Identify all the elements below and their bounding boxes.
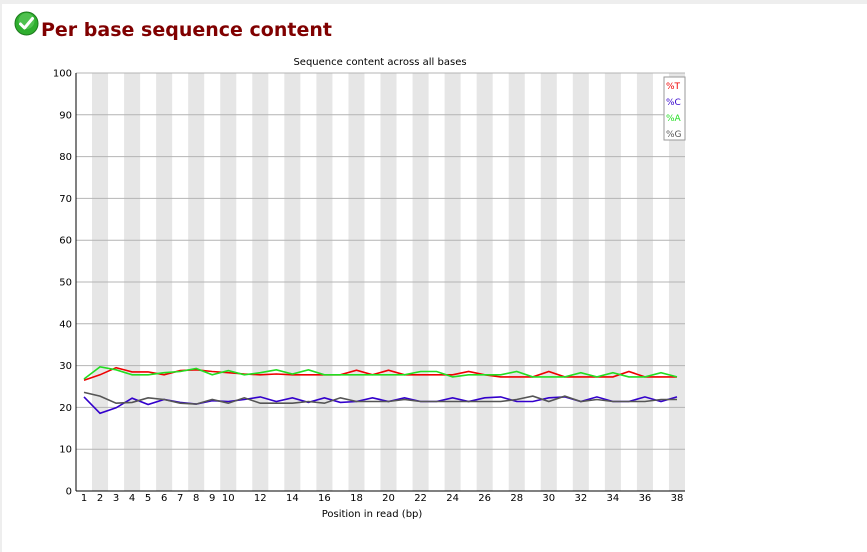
x-tick-label: 28 bbox=[510, 493, 523, 504]
chart-legend: %T %C %A %G bbox=[663, 76, 686, 141]
pass-check-icon bbox=[14, 11, 39, 35]
x-tick-label: 20 bbox=[382, 493, 395, 504]
y-tick-label: 60 bbox=[59, 236, 72, 247]
series-line-pct-g bbox=[83, 391, 677, 405]
top-border bbox=[0, 0, 867, 4]
legend-entry: %A bbox=[666, 114, 682, 124]
chart-title: Sequence content across all bases bbox=[293, 57, 466, 68]
x-tick-label: 8 bbox=[193, 493, 199, 504]
series-line-pct-a bbox=[83, 366, 678, 380]
x-tick-label: 24 bbox=[446, 493, 459, 504]
y-tick-label: 70 bbox=[59, 194, 72, 205]
y-tick-label: 30 bbox=[59, 361, 72, 372]
horizontal-gridlines bbox=[76, 72, 685, 450]
y-tick-label: 90 bbox=[59, 110, 72, 121]
y-tick-label: 0 bbox=[66, 487, 72, 498]
y-tick-label: 40 bbox=[59, 319, 72, 330]
x-tick-label: 30 bbox=[542, 493, 555, 504]
x-tick-label: 9 bbox=[209, 493, 215, 504]
x-tick-label: 14 bbox=[286, 493, 299, 504]
legend-entry: %C bbox=[666, 98, 681, 108]
x-tick-label: 4 bbox=[129, 493, 135, 504]
x-tick-label: 3 bbox=[113, 493, 119, 504]
x-tick-label: 36 bbox=[639, 493, 652, 504]
x-tick-label: 1 bbox=[81, 493, 87, 504]
background-stripes bbox=[92, 73, 685, 491]
legend-entry: %T bbox=[666, 82, 681, 92]
y-tick-label: 80 bbox=[59, 152, 72, 163]
legend-box bbox=[663, 76, 686, 141]
module-header: Per base sequence content bbox=[14, 10, 332, 44]
y-tick-label: 20 bbox=[59, 403, 72, 414]
series-lines bbox=[83, 366, 678, 415]
legend-entry: %G bbox=[666, 130, 682, 140]
x-tick-label: 5 bbox=[145, 493, 151, 504]
x-tick-label: 16 bbox=[318, 493, 331, 504]
y-tick-label: 100 bbox=[53, 69, 72, 80]
x-tick-label: 38 bbox=[671, 493, 684, 504]
x-tick-label: 12 bbox=[254, 493, 267, 504]
x-tick-label: 18 bbox=[350, 493, 363, 504]
y-tick-label: 10 bbox=[59, 445, 72, 456]
x-tick-label: 22 bbox=[414, 493, 427, 504]
y-tick-labels: 0 10 20 30 40 50 60 70 80 90 100 bbox=[53, 69, 72, 498]
x-tick-label: 32 bbox=[574, 493, 587, 504]
x-tick-label: 10 bbox=[222, 493, 235, 504]
module-title: Per base sequence content bbox=[41, 19, 332, 41]
x-tick-label: 6 bbox=[161, 493, 167, 504]
x-tick-label: 26 bbox=[478, 493, 491, 504]
x-tick-label: 2 bbox=[97, 493, 103, 504]
x-tick-labels: 1 2 3 4 5 6 7 8 9 10 12 14 16 18 20 22 24 26 28 30 32 34 36 38 bbox=[81, 493, 684, 504]
x-axis-label: Position in read (bp) bbox=[322, 509, 423, 520]
x-tick-label: 7 bbox=[177, 493, 183, 504]
left-border bbox=[0, 4, 2, 552]
x-tick-label: 34 bbox=[607, 493, 620, 504]
y-tick-label: 50 bbox=[59, 278, 72, 289]
